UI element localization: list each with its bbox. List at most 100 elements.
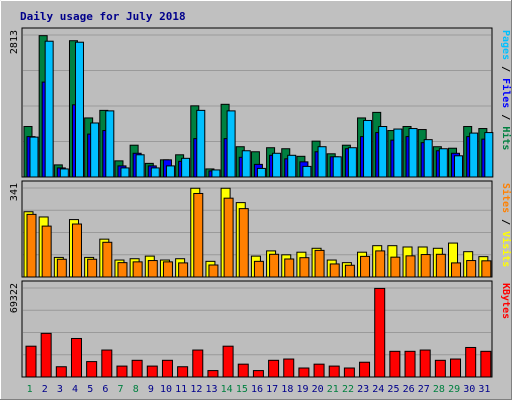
kbytes-bar-kbytes-day-14 [222,345,234,378]
x-tick-label-day-23: 23 [357,384,369,395]
hits-files-pages-bar-pages-day-5 [90,122,100,178]
hits-files-pages-bar-pages-day-31 [484,132,494,178]
visits-sites-bar-sites-day-20 [314,249,325,278]
kbytes-bar-kbytes-day-3 [55,366,67,378]
kbytes-legend: KBytes [500,283,511,319]
x-tick-label-day-8: 8 [133,384,139,395]
kbytes-bar-kbytes-day-16 [252,370,264,378]
visits-sites-legend-part: Sites [500,183,512,213]
visits-sites-bar-sites-day-13 [208,264,219,278]
hits-files-pages-bar-pages-day-14 [226,110,236,178]
visits-sites-bar-sites-day-4 [71,223,82,278]
x-tick-label-day-12: 12 [190,384,202,395]
kbytes-bar-kbytes-day-7 [116,365,128,378]
visits-sites-bar-sites-day-14 [223,197,234,278]
kbytes-bar-kbytes-day-10 [161,359,173,378]
x-tick-label-day-31: 31 [478,384,490,395]
hits-files-pages-legend-part: / [500,108,511,126]
hits-files-pages-legend: Pages / Files / Hits [500,30,512,150]
hits-files-pages-bar-pages-day-18 [287,154,297,178]
chart-title: Daily usage for July 2018 [20,10,186,23]
kbytes-bar-kbytes-day-8 [131,359,143,378]
hits-files-pages-bar-pages-day-27 [423,139,433,178]
hits-files-pages-bar-pages-day-17 [272,152,282,178]
kbytes-bar-kbytes-day-17 [268,359,280,378]
visits-sites-bar-sites-day-15 [238,208,249,278]
hits-files-pages-bar-pages-day-12 [196,109,206,178]
visits-sites-bar-sites-day-19 [299,257,310,278]
kbytes-bar-kbytes-day-1 [25,345,37,378]
hits-files-pages-bar-pages-day-16 [256,167,266,178]
visits-sites-bar-sites-day-26 [405,255,416,278]
hits-files-pages-bar-pages-day-10 [165,165,175,178]
hits-files-pages-bar-pages-day-29 [454,155,464,178]
x-tick-label-day-20: 20 [312,384,324,395]
x-tick-label-day-18: 18 [281,384,293,395]
visits-sites-bar-sites-day-12 [193,192,204,278]
kbytes-bar-kbytes-day-5 [86,361,98,378]
x-tick-label-day-13: 13 [205,384,217,395]
hits-files-pages-bar-pages-day-25 [393,128,403,178]
kbytes-bar-kbytes-day-29 [450,358,462,378]
visits-sites-bar-sites-day-24 [375,250,386,278]
visits-sites-bar-sites-day-29 [451,262,462,278]
x-tick-label-day-14: 14 [221,384,233,395]
visits-sites-panel: 341 Sites / Visits [9,180,512,278]
kbytes-bar-kbytes-day-6 [101,349,113,378]
kbytes-bar-kbytes-day-21 [328,365,340,378]
hits-files-pages-bar-pages-day-1 [29,136,39,178]
kbytes-bar-kbytes-day-22 [343,367,355,378]
hits-files-pages-bar-pages-day-24 [378,126,388,178]
visits-sites-bar-sites-day-21 [329,263,340,278]
kbytes-bar-kbytes-day-18 [283,358,295,378]
x-tick-label-day-15: 15 [236,384,248,395]
kbytes-legend-part: KBytes [500,283,511,319]
hits-files-pages-bar-pages-day-30 [469,132,479,178]
x-tick-label-day-30: 30 [463,384,475,395]
visits-sites-ymax-label: 341 [9,183,20,201]
kbytes-bar-kbytes-day-25 [389,350,401,378]
visits-sites-bar-sites-day-27 [420,254,431,278]
x-tick-label-day-29: 29 [448,384,460,395]
visits-sites-bar-sites-day-18 [284,258,295,278]
visits-sites-legend-part: / [500,213,511,231]
hits-files-pages-bar-pages-day-4 [74,41,84,178]
kbytes-panel: 69322 KBytes [9,280,511,378]
kbytes-bar-kbytes-day-20 [313,363,325,378]
kbytes-bar-kbytes-day-24 [374,287,386,378]
hits-files-pages-legend-part: Hits [500,126,512,150]
kbytes-bar-kbytes-day-2 [40,332,52,378]
hits-files-pages-legend-part: Files [500,78,512,108]
x-tick-label-day-26: 26 [403,384,415,395]
hits-files-pages-legend-part: / [500,60,511,78]
x-tick-label-day-22: 22 [342,384,354,395]
kbytes-bar-kbytes-day-26 [404,350,416,378]
hits-files-pages-bar-pages-day-9 [150,167,160,178]
kbytes-bar-kbytes-day-28 [434,359,446,378]
x-tick-label-day-3: 3 [57,384,63,395]
hits-files-pages-bar-pages-day-11 [181,157,191,178]
kbytes-ymax-label: 69322 [9,283,20,313]
x-tick-label-day-28: 28 [433,384,445,395]
visits-sites-bar-sites-day-3 [56,258,67,278]
kbytes-bar-kbytes-day-15 [237,363,249,378]
hits-files-pages-bar-pages-day-13 [211,169,221,178]
kbytes-bar-kbytes-day-9 [146,365,158,378]
hits-files-pages-bar-pages-day-8 [135,154,145,178]
hits-files-pages-bar-pages-day-15 [241,150,251,178]
hits-files-pages-bar-pages-day-7 [120,167,130,178]
x-tick-label-day-5: 5 [87,384,93,395]
hits-files-pages-bar-pages-day-26 [408,128,418,178]
hits-files-pages-legend-part: Pages [500,30,511,60]
kbytes-bar-kbytes-day-12 [192,349,204,378]
visits-sites-legend-part: Visits [500,231,512,267]
visits-sites-bar-sites-day-17 [269,253,280,278]
hits-files-pages-bar-pages-day-28 [438,148,448,178]
x-tick-label-day-16: 16 [251,384,263,395]
x-tick-label-day-1: 1 [27,384,33,395]
kbytes-bar-kbytes-day-23 [359,361,371,378]
kbytes-bar-kbytes-day-31 [480,350,492,378]
hits-files-pages-panel: 2813 Pages / Files / Hits [9,27,512,178]
visits-sites-bar-sites-day-1 [26,213,37,278]
visits-sites-bar-sites-day-6 [102,241,113,278]
